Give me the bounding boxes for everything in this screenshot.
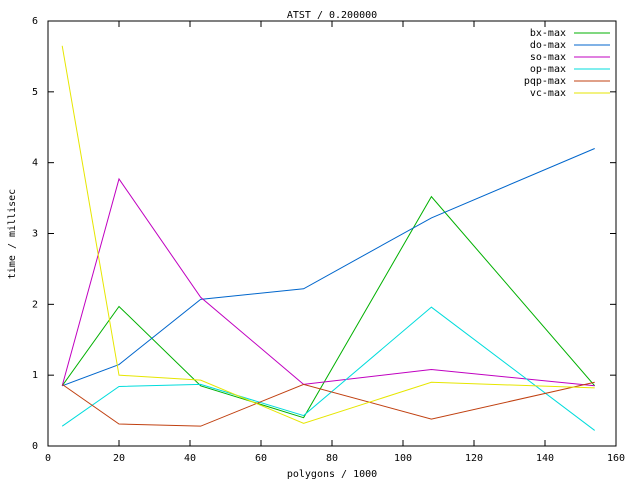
y-axis-label: time / millisec bbox=[7, 189, 18, 279]
series-line bbox=[61, 45, 595, 424]
legend-label: op-max bbox=[530, 64, 566, 75]
legend-label: pqp-max bbox=[524, 76, 566, 87]
x-axis-label: polygons / 1000 bbox=[287, 469, 377, 480]
x-tick-label: 0 bbox=[45, 453, 51, 464]
y-tick-label: 6 bbox=[32, 16, 38, 27]
series-line bbox=[61, 195, 596, 419]
legend-label: vc-max bbox=[530, 88, 566, 99]
series-line bbox=[61, 381, 595, 427]
legend-label: so-max bbox=[530, 52, 566, 63]
x-tick-label: 140 bbox=[536, 453, 554, 464]
x-tick-label: 160 bbox=[607, 453, 625, 464]
series-line bbox=[61, 306, 596, 431]
x-tick-label: 120 bbox=[465, 453, 483, 464]
y-tick-label: 5 bbox=[32, 87, 38, 98]
legend-label: do-max bbox=[530, 40, 566, 51]
series-line bbox=[62, 148, 595, 387]
y-tick-label: 3 bbox=[32, 229, 38, 240]
x-tick-label: 60 bbox=[255, 453, 267, 464]
series-line bbox=[61, 177, 595, 387]
chart-title: ATST / 0.200000 bbox=[287, 10, 377, 21]
y-tick-label: 4 bbox=[32, 158, 38, 169]
y-tick-label: 1 bbox=[32, 370, 38, 381]
legend-label: bx-max bbox=[530, 28, 566, 39]
x-tick-label: 20 bbox=[113, 453, 125, 464]
x-tick-label: 80 bbox=[326, 453, 338, 464]
x-tick-label: 100 bbox=[394, 453, 412, 464]
x-tick-label: 40 bbox=[184, 453, 196, 464]
y-tick-label: 0 bbox=[32, 441, 38, 452]
y-tick-label: 2 bbox=[32, 299, 38, 310]
